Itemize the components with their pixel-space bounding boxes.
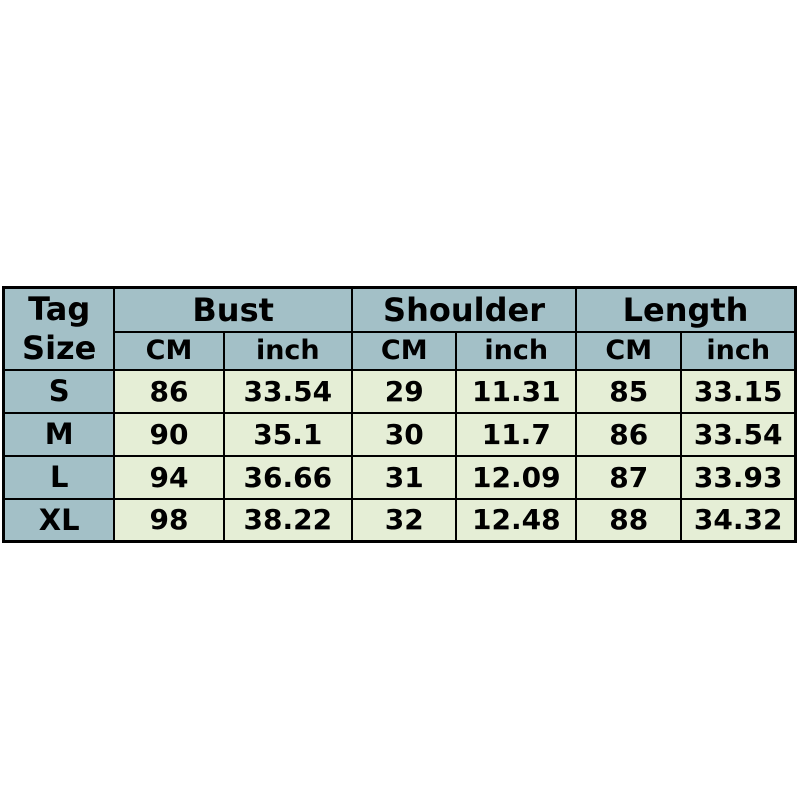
table-row-size-m: M 90 35.1 30 11.7 86 33.54	[2, 411, 797, 457]
length-inch-value: 34.32	[680, 497, 797, 543]
size-label: XL	[2, 497, 116, 543]
group-header-bust: Bust	[113, 286, 353, 333]
bust-cm-value: 94	[113, 454, 225, 500]
bust-inch-value: 36.66	[222, 454, 353, 500]
bust-cm-value: 98	[113, 497, 225, 543]
shoulder-cm-value: 29	[350, 368, 458, 414]
size-label: M	[2, 411, 116, 457]
shoulder-cm-value: 32	[350, 497, 458, 543]
header-row-groups: Tag Size Bust Shoulder Length	[2, 286, 797, 371]
length-inch-value: 33.93	[680, 454, 797, 500]
size-label: L	[2, 454, 116, 500]
shoulder-cm-value: 30	[350, 411, 458, 457]
bust-inch-value: 38.22	[222, 497, 353, 543]
group-header-shoulder: Shoulder	[350, 286, 578, 333]
table-row-size-xl: XL 98 38.22 32 12.48 88 34.32	[2, 497, 797, 543]
header-row-units: CM inch CM inch CM inch	[4, 330, 797, 371]
shoulder-inch-value: 11.31	[455, 368, 578, 414]
unit-header-shoulder-cm: CM	[350, 330, 458, 371]
length-inch-value: 33.15	[680, 368, 797, 414]
size-chart-table: Tag Size Bust Shoulder Length CM inch CM…	[2, 286, 797, 543]
bust-inch-value: 35.1	[222, 411, 353, 457]
length-cm-value: 86	[575, 411, 683, 457]
table-row-size-l: L 94 36.66 31 12.09 87 33.93	[2, 454, 797, 500]
unit-header-length-inch: inch	[680, 330, 797, 371]
shoulder-inch-value: 11.7	[455, 411, 578, 457]
bust-cm-value: 90	[113, 411, 225, 457]
group-header-length: Length	[575, 286, 797, 333]
unit-header-length-cm: CM	[575, 330, 683, 371]
corner-header-tag-size: Tag Size	[2, 286, 116, 371]
bust-cm-value: 86	[113, 368, 225, 414]
unit-header-shoulder-inch: inch	[455, 330, 578, 371]
shoulder-cm-value: 31	[350, 454, 458, 500]
size-label: S	[2, 368, 116, 414]
corner-header-line2: Size	[22, 328, 97, 367]
shoulder-inch-value: 12.48	[455, 497, 578, 543]
bust-inch-value: 33.54	[222, 368, 353, 414]
unit-header-bust-cm: CM	[113, 330, 225, 371]
length-cm-value: 85	[575, 368, 683, 414]
length-cm-value: 88	[575, 497, 683, 543]
unit-header-bust-inch: inch	[222, 330, 353, 371]
corner-header-line1: Tag	[28, 289, 91, 328]
length-cm-value: 87	[575, 454, 683, 500]
table-row-size-s: S 86 33.54 29 11.31 85 33.15	[2, 368, 797, 414]
shoulder-inch-value: 12.09	[455, 454, 578, 500]
length-inch-value: 33.54	[680, 411, 797, 457]
